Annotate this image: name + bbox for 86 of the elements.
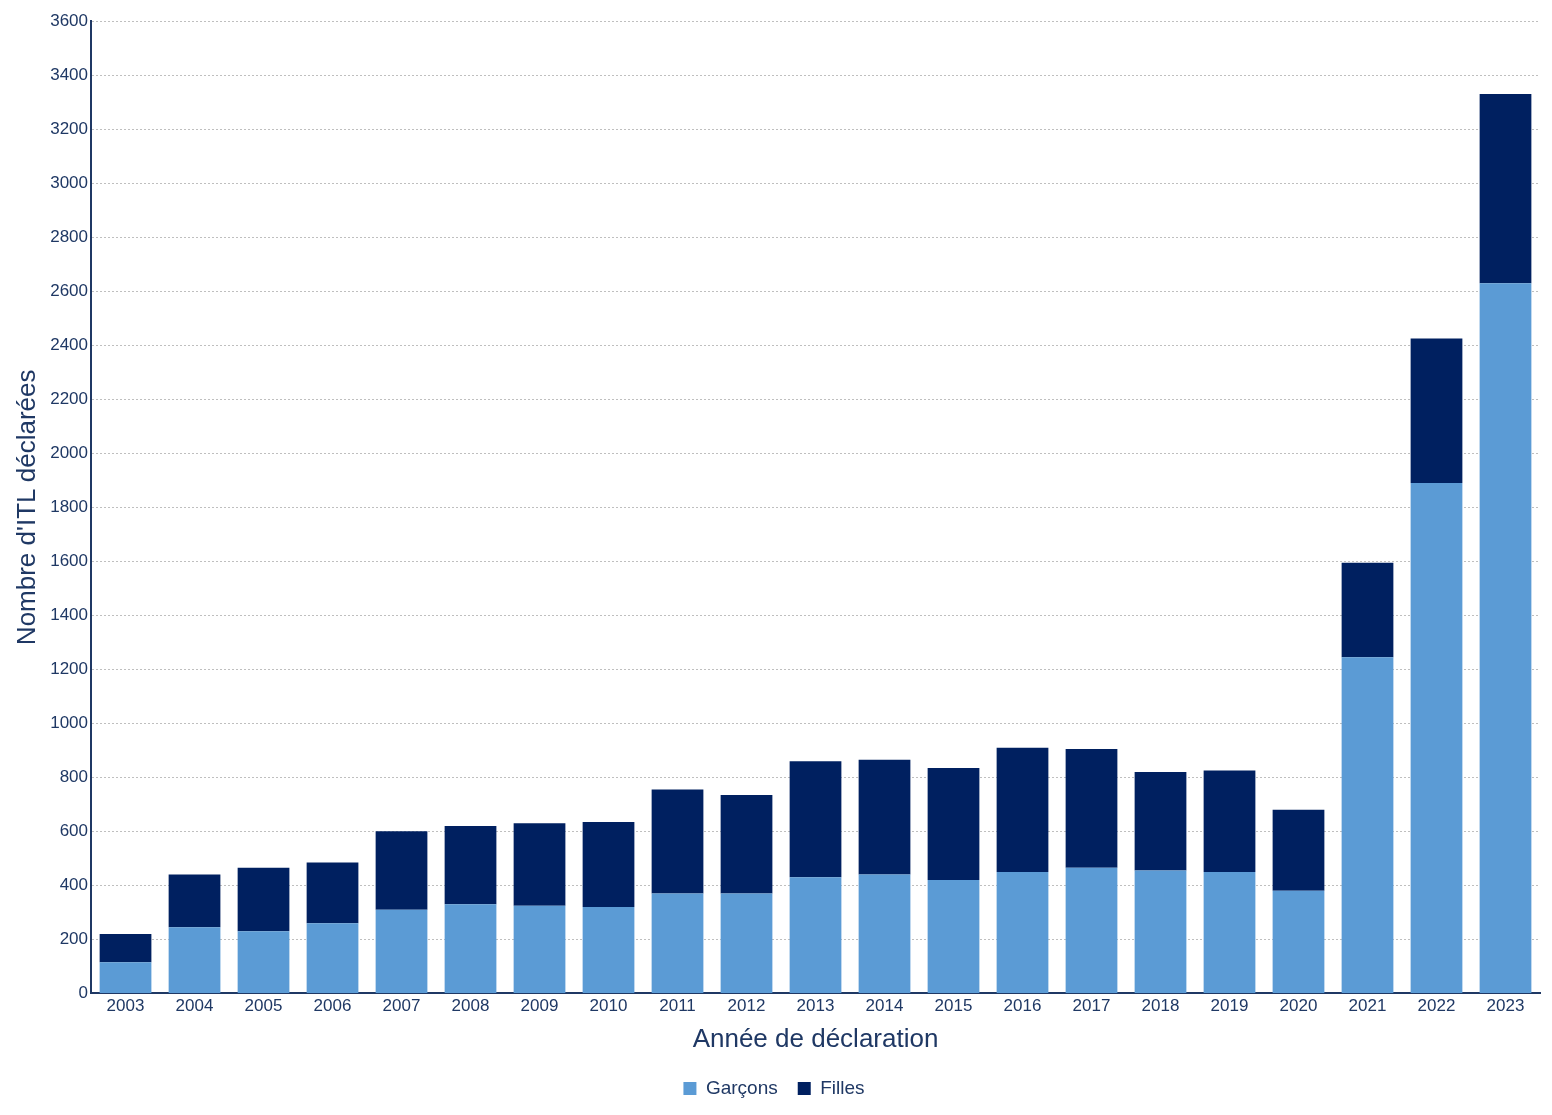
- bar: [927, 767, 980, 880]
- y-tick-label: 2400: [50, 334, 89, 354]
- bar: [1479, 94, 1532, 284]
- y-tick-label: 2000: [50, 442, 89, 462]
- y-tick-label: 1200: [50, 659, 89, 679]
- x-tick-label: 2019: [1210, 996, 1249, 1016]
- y-tick-label: 3600: [50, 10, 89, 30]
- x-tick-label: 2015: [934, 996, 973, 1016]
- x-tick-label: 2008: [451, 996, 490, 1016]
- x-tick-label: 2006: [313, 996, 352, 1016]
- y-tick-label: 0: [78, 983, 89, 1003]
- x-tick-label: 2010: [589, 996, 628, 1016]
- x-tick-label: 2018: [1141, 996, 1180, 1016]
- bar: [375, 831, 428, 910]
- bar: [1203, 871, 1256, 993]
- y-tick-label: 2200: [50, 388, 89, 408]
- bar: [582, 821, 635, 907]
- y-tick-label: 3000: [50, 172, 89, 192]
- bar: [99, 962, 152, 993]
- bar: [720, 893, 773, 993]
- y-tick-label: 3200: [50, 118, 89, 138]
- x-tick-label: 2011: [659, 996, 696, 1016]
- bar: [306, 862, 359, 924]
- y-tick-label: 2600: [50, 280, 89, 300]
- y-tick-label: 400: [59, 875, 89, 895]
- bar: [651, 789, 704, 894]
- bar: [444, 904, 497, 993]
- bar: [996, 871, 1049, 993]
- bar: [789, 877, 842, 993]
- bar: [996, 747, 1049, 872]
- bar: [168, 874, 221, 928]
- bar: [1134, 870, 1187, 993]
- bar: [858, 759, 911, 875]
- bar: [237, 867, 290, 932]
- bar: [1410, 338, 1463, 483]
- bar: [1134, 771, 1187, 871]
- x-tick-label: 2017: [1072, 996, 1111, 1016]
- y-tick-label: 1800: [50, 496, 89, 516]
- bar: [1065, 749, 1118, 868]
- bar: [237, 931, 290, 993]
- bar: [651, 893, 704, 993]
- bar: [306, 923, 359, 993]
- bar: [444, 825, 497, 905]
- bar: [375, 909, 428, 993]
- bar: [1341, 657, 1394, 993]
- x-tick-label: 2023: [1486, 996, 1525, 1016]
- bar: [513, 905, 566, 993]
- bar: [1203, 770, 1256, 872]
- bar: [789, 761, 842, 878]
- x-tick-label: 2009: [520, 996, 559, 1016]
- bar: [1341, 562, 1394, 658]
- bar: [720, 794, 773, 894]
- legend-label: Filles: [820, 1076, 865, 1098]
- x-tick-label: 2004: [175, 996, 214, 1016]
- y-tick-label: 600: [59, 821, 89, 841]
- y-tick-label: 2800: [50, 226, 89, 246]
- x-tick-label: 2003: [106, 996, 145, 1016]
- bar: [513, 823, 566, 906]
- x-tick-label: 2014: [865, 996, 904, 1016]
- x-tick-label: 2013: [796, 996, 835, 1016]
- legend-label: Garçons: [705, 1076, 778, 1098]
- y-tick-label: 800: [59, 767, 89, 787]
- y-tick-label: 1000: [50, 713, 89, 733]
- x-tick-label: 2022: [1417, 996, 1456, 1016]
- x-axis-title: Année de déclaration: [692, 1022, 939, 1053]
- bar: [99, 933, 152, 963]
- x-tick-label: 2005: [244, 996, 283, 1016]
- y-tick-label: 1600: [50, 551, 89, 570]
- bar: [582, 906, 635, 993]
- x-tick-label: 2021: [1348, 996, 1387, 1016]
- bar: [927, 879, 980, 993]
- x-tick-label: 2016: [1003, 996, 1042, 1016]
- bar: [1272, 890, 1325, 993]
- bar: [1479, 283, 1532, 993]
- y-tick-label: 3400: [50, 64, 89, 84]
- bar: [1065, 867, 1118, 993]
- x-tick-label: 2020: [1279, 996, 1318, 1016]
- bar: [168, 927, 221, 993]
- y-tick-label: 1400: [50, 605, 89, 625]
- bar: [1272, 809, 1325, 891]
- bar: [858, 874, 911, 993]
- x-tick-label: 2007: [382, 996, 421, 1016]
- y-axis-title: Nombre d'ITL déclarées: [10, 369, 41, 646]
- y-tick-label: 200: [59, 929, 89, 949]
- x-tick-label: 2012: [727, 996, 766, 1016]
- bar: [1410, 483, 1463, 993]
